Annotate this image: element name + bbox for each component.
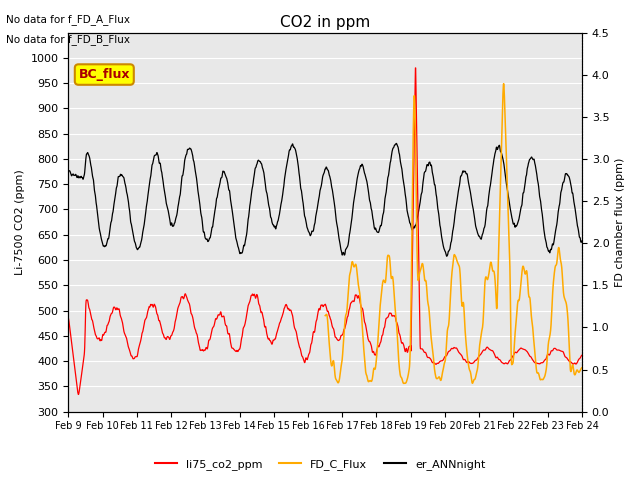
- Text: BC_flux: BC_flux: [79, 68, 130, 81]
- Title: CO2 in ppm: CO2 in ppm: [280, 15, 371, 30]
- Y-axis label: Li-7500 CO2 (ppm): Li-7500 CO2 (ppm): [15, 169, 25, 275]
- Text: No data for f_FD_B_Flux: No data for f_FD_B_Flux: [6, 34, 131, 45]
- Text: No data for f_FD_A_Flux: No data for f_FD_A_Flux: [6, 14, 131, 25]
- Legend: li75_co2_ppm, FD_C_Flux, er_ANNnight: li75_co2_ppm, FD_C_Flux, er_ANNnight: [150, 455, 490, 474]
- Y-axis label: FD chamber flux (ppm): FD chamber flux (ppm): [615, 157, 625, 287]
